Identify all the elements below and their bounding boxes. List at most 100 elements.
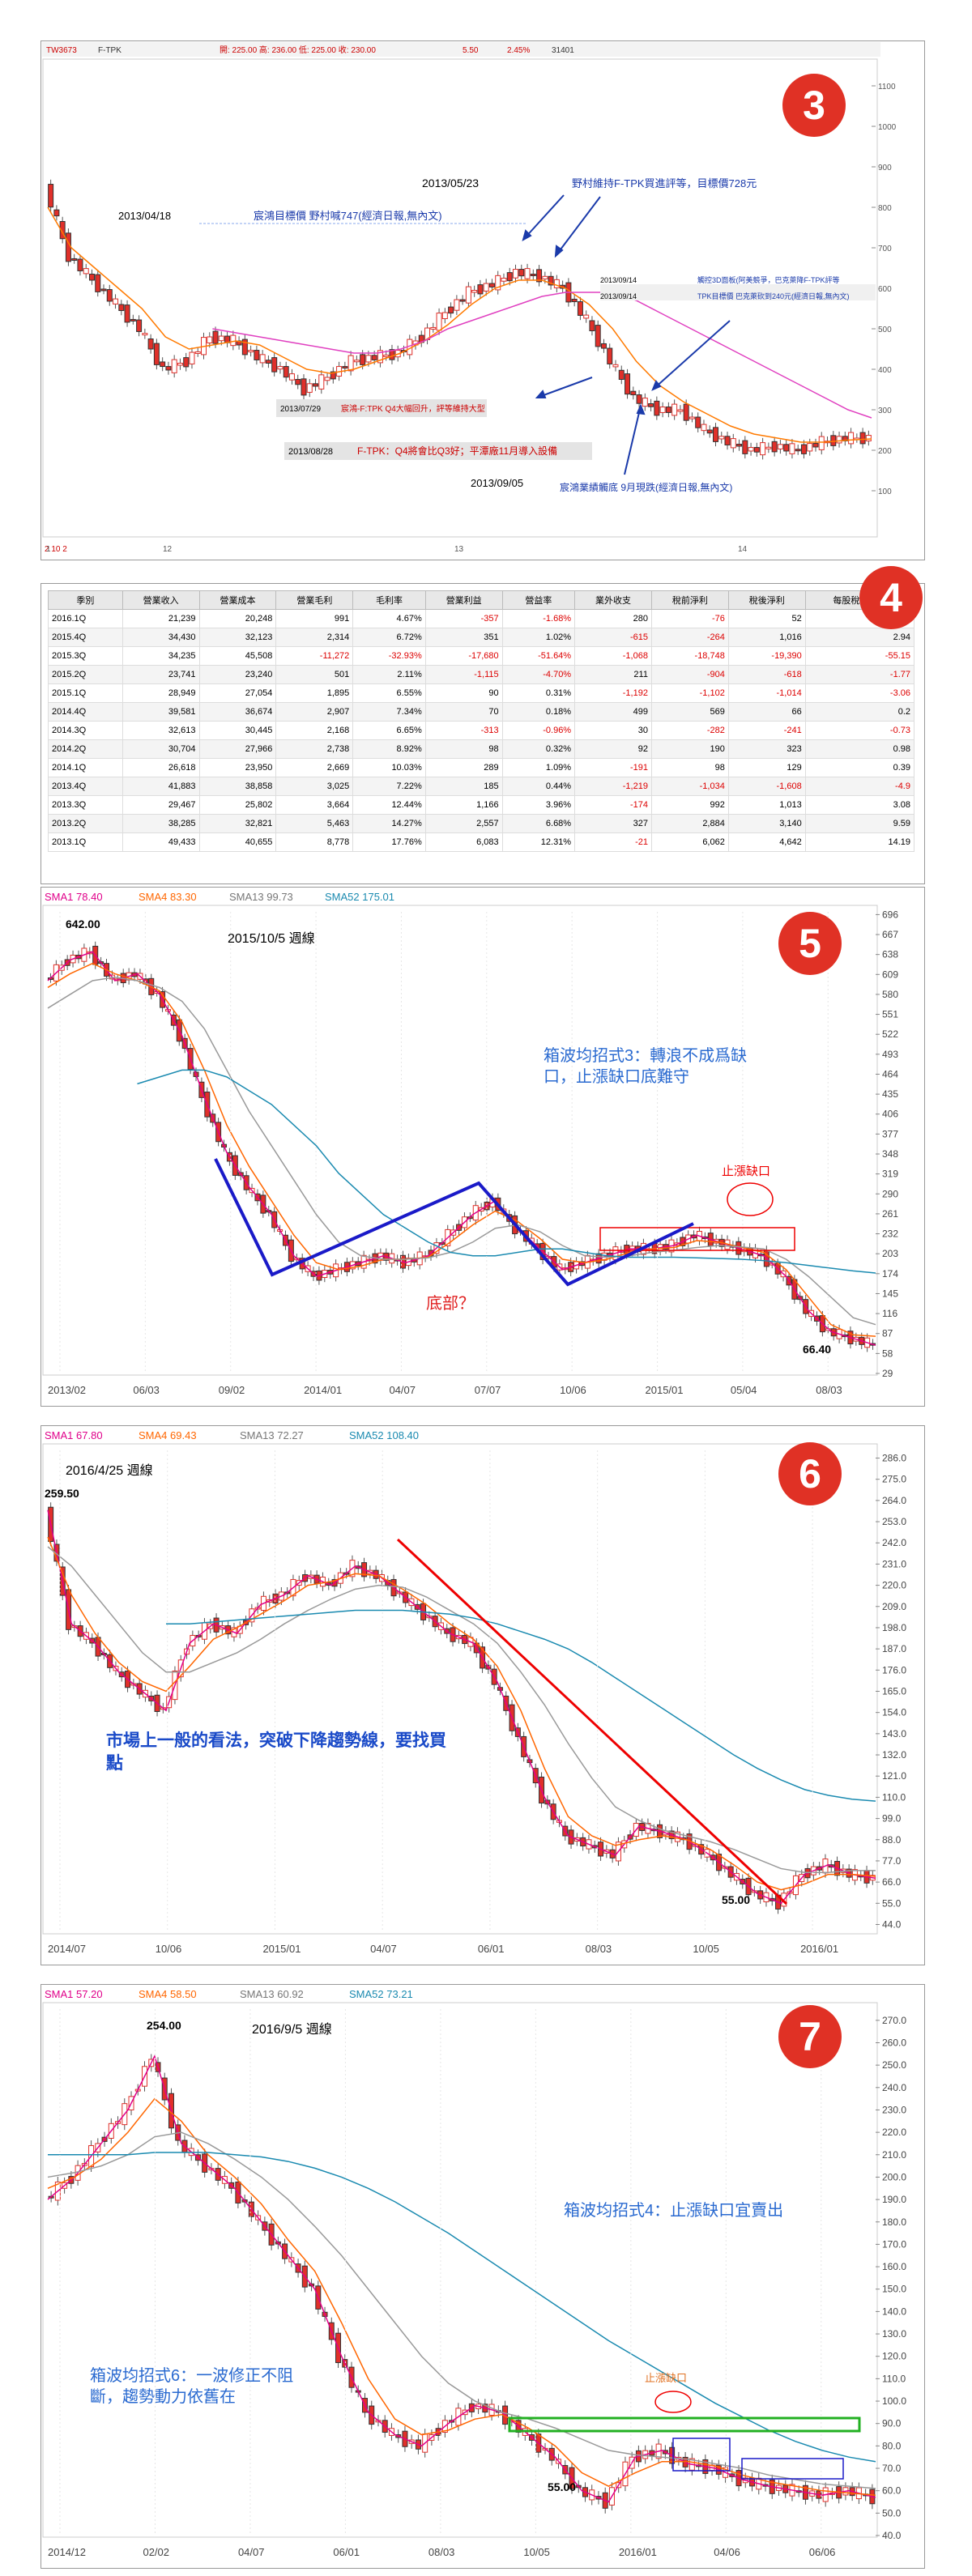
table-cell: -618 [727, 665, 806, 684]
candle-body [77, 258, 83, 271]
panel-number-badge: 6 [778, 1442, 842, 1505]
y-tick-label: 900 [878, 164, 892, 172]
y-tick-label: 209.0 [882, 1601, 906, 1612]
x-tick-label: 2014/01 [304, 1384, 342, 1396]
high-label: 259.50 [45, 1487, 79, 1500]
table-cell: 23,240 [198, 665, 277, 684]
x-tick-label: 2013/02 [48, 1384, 86, 1396]
column-header: 業外收支 [574, 590, 652, 610]
y-tick-label: 160.0 [882, 2261, 906, 2272]
table-cell: -55.15 [804, 646, 915, 666]
annotation-note: 野村維持F-TPK買進評等，目標價728元 [572, 177, 757, 189]
x-tick-label: 2014/07 [48, 1943, 86, 1955]
table-cell: -615 [574, 628, 652, 647]
table-cell: 12.44% [352, 795, 426, 815]
y-tick-label: 80.0 [882, 2440, 902, 2451]
y-tick-label: 240.0 [882, 2082, 906, 2093]
candle-body [677, 409, 684, 412]
candle-body [659, 407, 666, 413]
candle-body [59, 221, 66, 240]
legend-sma1: SMA1 67.80 [45, 1429, 103, 1441]
x-tick-label: 06/03 [133, 1384, 160, 1396]
candle-body [583, 314, 590, 319]
x-tick-label: 04/07 [238, 2546, 265, 2558]
candle-body [553, 279, 560, 288]
table-cell: 2.11% [352, 665, 426, 684]
y-tick-label: 638 [882, 949, 898, 960]
candle-body [488, 283, 495, 287]
box-range [599, 1227, 795, 1251]
table-cell: 27,966 [198, 739, 277, 759]
table-cell: 1,013 [727, 795, 806, 815]
table-cell: -1,219 [574, 777, 652, 796]
table-cell: 49,433 [122, 832, 200, 852]
candle-body [371, 355, 377, 360]
candle-body [548, 275, 554, 286]
table-cell: 2014.4Q [48, 702, 123, 722]
chart-3: TW3673 F-TPK 開: 225.00 高: 236.00 低: 225.… [42, 42, 897, 554]
candle-body [830, 435, 837, 446]
candle-body [454, 299, 460, 311]
annotation-date: 2013/09/14 [600, 276, 637, 284]
legend-sma52: SMA52 175.01 [325, 891, 394, 903]
x-tick-label: 06/01 [478, 1943, 505, 1955]
volume-value: 31401 [552, 46, 574, 55]
table-cell: 0.39 [804, 758, 915, 777]
table-cell: -264 [650, 628, 729, 647]
y-tick-label: 493 [882, 1049, 898, 1060]
table-cell: 501 [275, 665, 354, 684]
table-cell: -1,102 [650, 683, 729, 703]
table-cell: 38,858 [198, 777, 277, 796]
x-tick-label: 2016/01 [800, 1943, 838, 1955]
table-cell: -0.96% [501, 721, 576, 740]
candle-body [859, 432, 866, 445]
x-tick-label: 07/07 [475, 1384, 501, 1396]
table-cell: 5,463 [275, 814, 354, 833]
x-tick-label: 08/03 [428, 2546, 455, 2558]
candle-body [48, 184, 54, 208]
candle-body [671, 403, 678, 416]
y-tick-label: 220.0 [882, 1580, 906, 1591]
y-tick-label: 40.0 [882, 2530, 902, 2541]
table-cell: 2013.4Q [48, 777, 123, 796]
candle-body [318, 374, 325, 390]
table-cell: 2,168 [275, 721, 354, 740]
y-tick-label: 230.0 [882, 2104, 906, 2115]
candle-body [589, 320, 595, 331]
y-tick-label: 406 [882, 1109, 898, 1120]
table-cell: -904 [650, 665, 729, 684]
candle-body [147, 338, 154, 350]
candle-body [706, 429, 713, 434]
change-pct: 2.45% [507, 46, 530, 55]
candle-body [83, 268, 89, 275]
stock-code: TW3673 [46, 46, 77, 55]
candle-body [642, 398, 648, 407]
candle-body [142, 333, 148, 336]
table-row: 2015.2Q 23,741 23,240 501 2.11% -1,115 -4.70% 2… [48, 665, 915, 684]
x-tick-label: 2014/12 [48, 2546, 86, 2558]
y-tick-label: 100 [878, 488, 892, 496]
candle-body [636, 394, 642, 404]
table-cell: -32.93% [352, 646, 426, 666]
y-tick-label: 143.0 [882, 1728, 906, 1739]
y-tick-label: 220.0 [882, 2127, 906, 2138]
series-line-sma52 [137, 1069, 876, 1274]
y-tick-label: 87 [882, 1328, 893, 1339]
y-tick-label: 120.0 [882, 2351, 906, 2362]
annotation-date: 2013/04/18 [118, 210, 171, 222]
candle-body [324, 377, 330, 381]
y-tick-label: 121.0 [882, 1770, 906, 1782]
table-cell: 29,467 [122, 795, 200, 815]
candle-body [306, 383, 313, 393]
y-tick-label: 600 [878, 285, 892, 294]
table-cell: -11,272 [275, 646, 354, 666]
y-tick-label: 261 [882, 1208, 898, 1220]
table-cell: -21 [574, 832, 652, 852]
legend-sma4: SMA4 69.43 [139, 1429, 197, 1441]
candle-body [812, 443, 819, 448]
chart-panel-7: SMA1 57.20 SMA4 58.50 SMA13 60.92 SMA52 … [40, 1984, 925, 2569]
y-tick-label: 300 [878, 407, 892, 415]
candle-body [836, 436, 842, 444]
candle-body [347, 355, 354, 372]
candle-body [483, 283, 489, 292]
